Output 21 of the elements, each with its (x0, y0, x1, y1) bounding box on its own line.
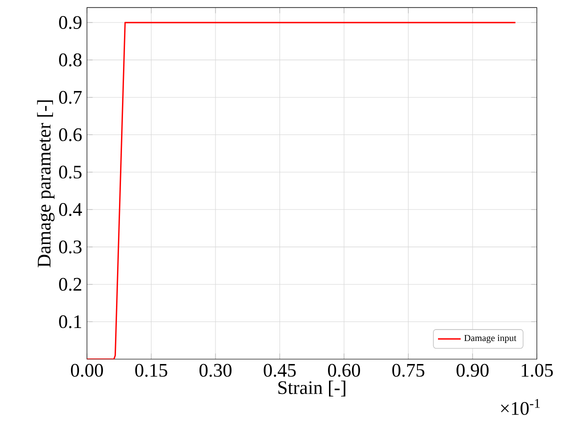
x-tick-label: 0.15 (135, 364, 168, 377)
x-tick-label: 0.30 (199, 364, 232, 377)
y-tick-label: 0.9 (59, 16, 82, 29)
y-tick-label: 0.3 (59, 240, 82, 254)
y-tick-label: 0.4 (59, 202, 82, 216)
y-tick-label: 0.6 (59, 128, 82, 142)
legend-label: Damage input (464, 334, 516, 343)
x-tick-label: 0.60 (328, 364, 360, 377)
y-tick-label: 0.2 (59, 278, 82, 291)
x-axis-title: Strain [-] (278, 380, 346, 396)
y-tick-label: 0.8 (59, 53, 82, 66)
x-tick-label: 0.75 (392, 364, 424, 377)
text: ×10$^{-1}$ (501, 398, 540, 415)
x-tick-label: 1.05 (522, 364, 553, 377)
y-tick-label: 0.5 (59, 166, 82, 179)
y-axis-title: Damage parameter [-] (37, 100, 55, 268)
y-tick-label: 0.7 (59, 90, 82, 104)
x-tick-label: 0.90 (456, 364, 489, 377)
y-tick-label: 0.1 (59, 315, 82, 328)
x-tick-label: 0.00 (70, 364, 103, 377)
x-tick-label: 0.45 (264, 364, 296, 377)
